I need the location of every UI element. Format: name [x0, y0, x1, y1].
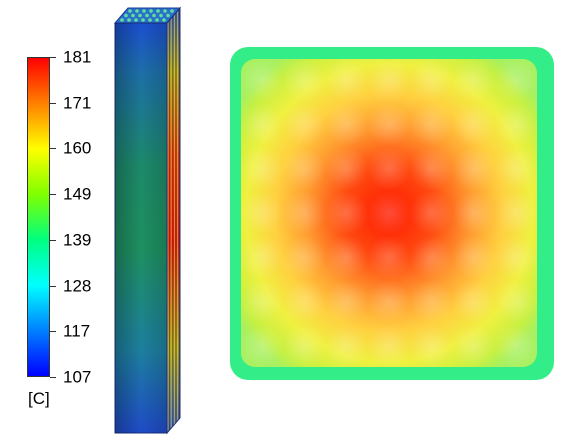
rod-hotspot	[451, 235, 496, 280]
color-scale-tick-mark	[50, 331, 56, 333]
color-scale-tick-label: 171	[63, 93, 92, 113]
rod-end-dot	[128, 9, 132, 13]
rod-hotspot	[367, 324, 411, 367]
rod-hotspot	[494, 279, 537, 324]
rod-hotspot	[324, 235, 369, 280]
rod-end-dot	[124, 13, 128, 18]
rod-hotspot	[451, 146, 496, 191]
rod-hotspot	[367, 279, 411, 324]
rod-hotspot	[451, 102, 496, 147]
rod-hotspot	[324, 279, 369, 324]
rod-end-dot	[134, 18, 138, 22]
rod-hotspot	[241, 235, 284, 280]
rod-hotspot	[409, 191, 454, 235]
rod-ends-top	[120, 9, 174, 22]
rod-hotspot	[494, 59, 537, 102]
rod-end-dot	[166, 13, 170, 18]
color-scale-tick-label: 160	[63, 138, 92, 158]
rod-hotspot	[282, 146, 327, 191]
rod-hotspots	[241, 59, 537, 367]
rod-hotspot	[409, 102, 454, 147]
color-scale-tick-label: 107	[63, 367, 92, 387]
rod-hotspot	[494, 146, 537, 191]
rod-end-dot	[120, 18, 124, 22]
rod-hotspot	[494, 324, 537, 367]
rod-hotspot	[451, 191, 496, 235]
rod-hotspot	[409, 59, 454, 102]
color-scale-tick-mark	[50, 239, 56, 241]
rod-hotspot	[367, 59, 411, 102]
rod-hotspot	[494, 235, 537, 280]
rod-end-dot	[131, 13, 135, 18]
color-scale-tick-mark	[50, 285, 56, 287]
rod-end-dot	[127, 18, 131, 22]
rod-hotspot	[324, 324, 369, 367]
rod-end-dot	[159, 13, 163, 18]
rod-hotspot	[409, 235, 454, 280]
rod-hotspot	[324, 191, 369, 235]
rod-bundle-3d	[113, 6, 182, 435]
rod-end-dot	[141, 18, 145, 22]
color-scale-tick-mark	[50, 377, 56, 378]
rod-hotspot	[451, 324, 496, 367]
color-scale-tick-label: 181	[63, 47, 92, 67]
rod-hotspot	[494, 102, 537, 147]
rod-hotspot	[282, 279, 327, 324]
color-scale-tick-mark	[50, 102, 56, 104]
rod-end-dot	[156, 9, 160, 13]
rod-hotspot	[324, 102, 369, 147]
rod-hotspot	[241, 102, 284, 147]
color-scale-bar	[27, 57, 50, 377]
rod-hotspot	[367, 102, 411, 147]
rod-hotspot	[282, 324, 327, 367]
rod-end-dot	[149, 9, 153, 13]
rod-hotspot	[241, 191, 284, 235]
rod-end-dot	[152, 13, 156, 18]
rod-hotspot	[324, 146, 369, 191]
rod-hotspot	[241, 59, 284, 102]
rod-hotspot	[409, 279, 454, 324]
color-scale-tick-label: 128	[63, 276, 92, 296]
rod-hotspot	[241, 146, 284, 191]
rod-end-dot	[155, 18, 159, 22]
rod-end-dot	[162, 18, 166, 22]
rod-hotspot	[282, 59, 327, 102]
rod-hotspot	[324, 59, 369, 102]
rod-end-dot	[148, 18, 152, 22]
color-scale-tick-mark	[50, 57, 56, 58]
color-scale-tick-label: 149	[63, 184, 92, 204]
rod-end-dot	[163, 9, 167, 13]
color-scale-tick-label: 117	[63, 321, 91, 341]
rod-end-dot	[138, 13, 142, 18]
rod-hotspot	[409, 324, 454, 367]
color-scale-unit: [C]	[28, 389, 50, 408]
rod-hotspot	[282, 235, 327, 280]
rod-hotspot	[282, 102, 327, 147]
rod-hotspot	[451, 279, 496, 324]
rod-hotspot	[409, 146, 454, 191]
rod-hotspot	[282, 191, 327, 235]
rod-hotspot	[241, 279, 284, 324]
rod-end-dot	[170, 9, 174, 13]
rod-end-dot	[145, 13, 149, 18]
rod-end-dot	[135, 9, 139, 13]
rod-hotspot	[241, 324, 284, 367]
color-scale-tick-label: 139	[63, 230, 92, 250]
rod-end-dot	[142, 9, 146, 13]
rod-hotspot	[451, 59, 496, 102]
color-scale-tick-mark	[50, 148, 56, 150]
rod-hotspot	[367, 191, 411, 235]
rod-stripes	[167, 9, 180, 432]
rod-hotspot	[494, 191, 537, 235]
color-scale-tick-mark	[50, 194, 56, 196]
rod-hotspot	[367, 235, 411, 280]
cross-section-map	[230, 47, 554, 380]
rod-hotspot	[367, 146, 411, 191]
